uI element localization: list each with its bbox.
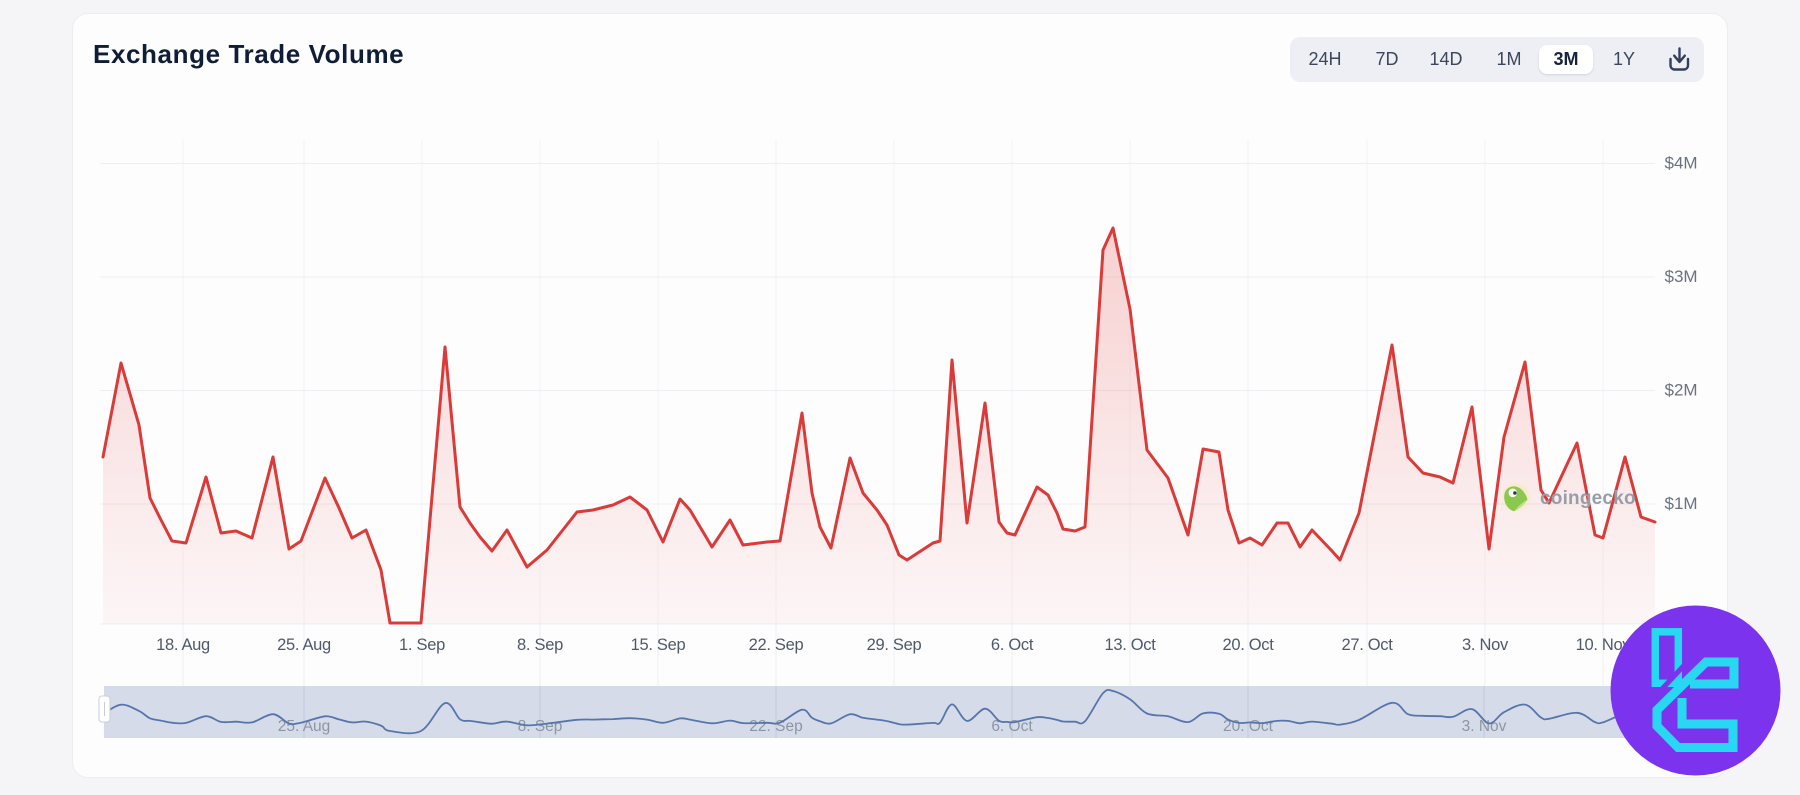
svg-text:20. Oct: 20. Oct	[1222, 636, 1274, 654]
svg-text:10. Nov: 10. Nov	[1576, 636, 1632, 654]
svg-text:8. Sep: 8. Sep	[517, 636, 563, 654]
svg-text:8. Sep: 8. Sep	[518, 718, 563, 735]
svg-text:13. Oct: 13. Oct	[1104, 636, 1156, 654]
svg-text:15. Sep: 15. Sep	[631, 636, 686, 654]
svg-text:3. Nov: 3. Nov	[1462, 636, 1509, 654]
svg-text:25. Aug: 25. Aug	[278, 718, 331, 735]
svg-text:3. Nov: 3. Nov	[1462, 718, 1507, 735]
svg-text:$3M: $3M	[1665, 267, 1698, 286]
svg-text:$2M: $2M	[1665, 381, 1698, 400]
svg-text:$1M: $1M	[1665, 494, 1698, 513]
svg-text:6. Oct: 6. Oct	[991, 636, 1034, 654]
svg-text:29. Sep: 29. Sep	[867, 636, 922, 654]
svg-text:1. Sep: 1. Sep	[399, 636, 445, 654]
svg-text:22. Sep: 22. Sep	[749, 636, 804, 654]
svg-text:$4M: $4M	[1665, 154, 1698, 173]
svg-text:25. Aug: 25. Aug	[277, 636, 331, 654]
svg-text:22. Sep: 22. Sep	[749, 718, 802, 735]
svg-text:27. Oct: 27. Oct	[1341, 636, 1393, 654]
svg-text:18. Aug: 18. Aug	[156, 636, 210, 654]
svg-text:coingecko: coingecko	[1540, 488, 1636, 509]
